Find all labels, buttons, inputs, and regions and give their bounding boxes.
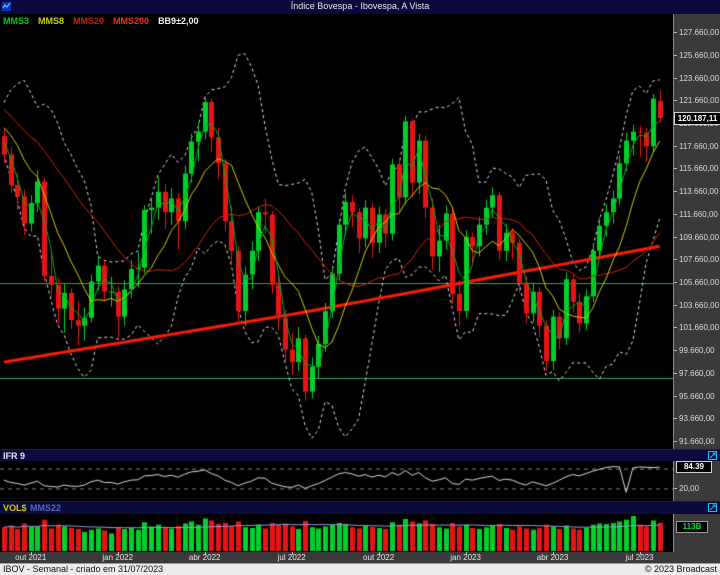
time-axis-tick [465, 552, 467, 555]
time-axis-label: out 2022 [363, 553, 395, 562]
volume-panel-title: VOL$ [3, 503, 27, 513]
time-axis-label: abr 2023 [536, 553, 569, 562]
price-axis-label: 99.660,00 [674, 346, 715, 356]
time-axis-tick [639, 552, 641, 555]
price-axis-label: 93.660,00 [674, 414, 715, 424]
title-bar: Índice Bovespa - Ibovespa, A Vista [0, 0, 720, 14]
price-axis-label: 121.660,00 [673, 96, 720, 106]
volume-value-box: 113B [676, 521, 708, 533]
time-axis-tick [30, 552, 32, 555]
ifr-chart-canvas[interactable] [0, 460, 673, 501]
price-axis-label: 125.660,00 [673, 50, 720, 60]
chart-title: Índice Bovespa - Ibovespa, A Vista [290, 1, 430, 11]
time-axis-tick [291, 552, 293, 555]
time-axis-tick [204, 552, 206, 555]
time-axis-tick [378, 552, 380, 555]
ifr-value-box: 84.39 [676, 461, 712, 473]
indicator-legend: MMS3 MMS8 MMS20 MMS200 BB9±2,00 [3, 16, 208, 26]
price-axis-label: 109.660,00 [673, 232, 720, 242]
time-axis-label: out 2021 [15, 553, 47, 562]
ifr-lower-level-label: 20,00 [673, 484, 700, 493]
price-axis-label: 91.660,00 [674, 437, 715, 447]
volume-chart-canvas[interactable] [0, 513, 673, 552]
time-axis-tick [117, 552, 119, 555]
price-axis-label: 127.660,00 [673, 28, 720, 38]
legend-item-mms20: MMS20 [73, 16, 105, 26]
time-axis-label: jul 2022 [277, 553, 306, 562]
legend-item-mms3: MMS3 [3, 16, 30, 26]
legend-item-bb9200: BB9±2,00 [158, 16, 199, 26]
price-chart-canvas[interactable] [0, 14, 673, 449]
app-icon[interactable] [2, 2, 11, 11]
copyright-text: © 2023 Broadcast [644, 564, 717, 574]
time-axis[interactable]: out 2021 jan 2022 abr 2022 jul 2022 out 2022… [0, 552, 720, 563]
status-text: IBOV - Semanal - criado em 31/07/2023 [3, 564, 164, 574]
price-axis-label: 101.660,00 [673, 323, 720, 333]
volume-expand-icon[interactable] [708, 503, 717, 512]
time-axis-label: jan 2023 [450, 553, 481, 562]
ifr-panel-header: IFR 9 [0, 449, 720, 461]
ifr-expand-icon[interactable] [708, 451, 717, 460]
status-bar: IBOV - Semanal - criado em 31/07/2023 © … [0, 563, 720, 575]
legend-item-mms200: MMS200 [113, 16, 150, 26]
price-axis-label: 111.660,00 [674, 209, 718, 219]
time-axis-label: abr 2022 [188, 553, 221, 562]
price-axis-label: 97.660,00 [674, 368, 715, 378]
volume-panel-header: VOL$ MMS22 [0, 501, 720, 514]
volume-ma-label: MMS22 [30, 503, 62, 513]
last-price-box: 120.187,11 [674, 112, 720, 126]
ifr-panel-title: IFR 9 [3, 451, 26, 461]
time-axis-label: jul 2023 [625, 553, 654, 562]
time-axis-label: jan 2022 [102, 553, 134, 562]
price-axis-label: 113.660,00 [673, 187, 719, 197]
time-axis-tick [552, 552, 554, 555]
price-axis-label: 117.660,00 [673, 141, 719, 151]
price-axis-label: 105.660,00 [673, 278, 720, 288]
price-axis-label: 115.660,00 [673, 164, 719, 174]
price-axis-label: 123.660,00 [673, 73, 720, 83]
price-axis-label: 103.660,00 [673, 300, 720, 310]
legend-item-mms8: MMS8 [38, 16, 65, 26]
price-axis-label: 107.660,00 [673, 255, 720, 265]
price-axis-label: 95.660,00 [674, 391, 715, 401]
